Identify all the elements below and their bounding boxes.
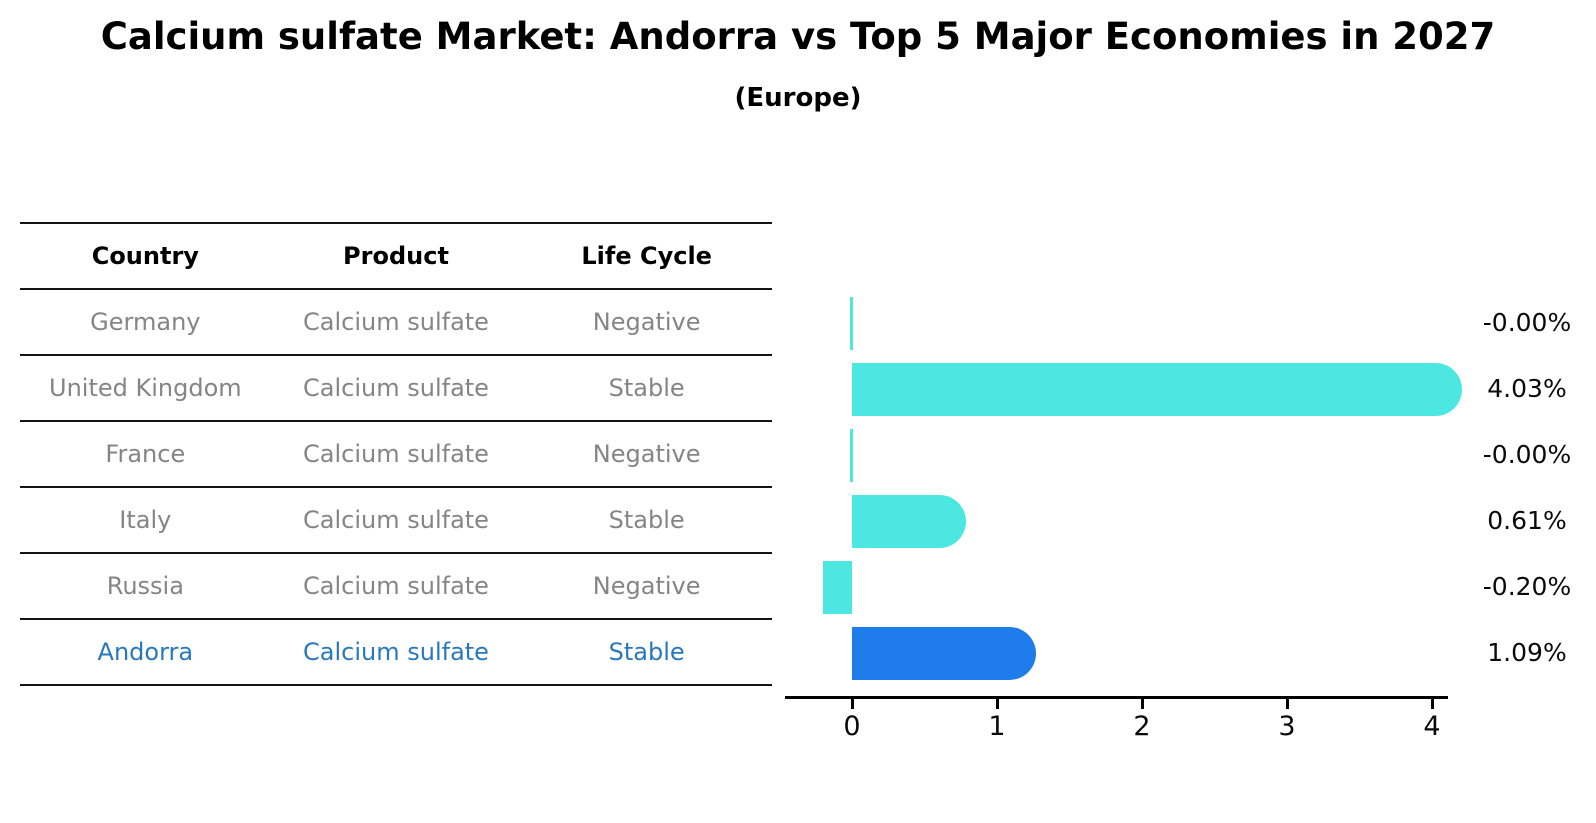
comparison-table: Country Product Life Cycle Germany Calciu… (20, 222, 772, 686)
lifecycle-cell: Negative (592, 308, 701, 336)
x-axis-tick (1431, 699, 1434, 709)
page-subtitle: (Europe) (734, 83, 862, 113)
country-cell: France (105, 440, 186, 468)
product-cell: Calcium sulfate (303, 638, 489, 666)
product-cell: Calcium sulfate (303, 374, 489, 402)
product-cell: Calcium sulfate (303, 506, 489, 534)
lifecycle-cell: Stable (608, 374, 685, 402)
x-axis-tick (1141, 699, 1144, 709)
country-cell: Italy (119, 506, 172, 534)
table-row: United Kingdom Calcium sulfate Stable (20, 356, 772, 422)
table-row: Germany Calcium sulfate Negative (20, 290, 772, 356)
bar-value-label: -0.20% (1482, 572, 1572, 601)
x-axis-tick-label: 2 (1133, 711, 1151, 742)
x-axis-tick (996, 699, 999, 709)
product-cell: Calcium sulfate (303, 572, 489, 600)
table-body: Germany Calcium sulfate Negative United Kin… (20, 290, 772, 686)
table-header-lifecycle: Life Cycle (581, 242, 712, 270)
bar-germany (850, 296, 853, 350)
table-header-row: Country Product Life Cycle (20, 222, 772, 290)
table-row: Andorra Calcium sulfate Stable (20, 620, 772, 686)
country-cell: Russia (106, 572, 184, 600)
x-axis-tick-label: 0 (843, 711, 861, 742)
lifecycle-cell: Negative (592, 440, 701, 468)
country-cell: United Kingdom (49, 374, 242, 402)
x-axis-tick-label: 4 (1423, 711, 1441, 742)
x-axis-line (785, 696, 1448, 699)
bar-value-label: 1.09% (1487, 638, 1567, 667)
bar-france (850, 428, 853, 482)
table-row: France Calcium sulfate Negative (20, 422, 772, 488)
x-axis-tick (851, 699, 854, 709)
bar-andorra (852, 626, 1036, 680)
bar-value-label: -0.00% (1482, 440, 1572, 469)
x-axis-tick-label: 3 (1278, 711, 1296, 742)
table-header-product: Product (343, 242, 449, 270)
product-cell: Calcium sulfate (303, 440, 489, 468)
lifecycle-cell: Stable (608, 638, 685, 666)
bar-united-kingdom (852, 362, 1462, 416)
bar-value-label: -0.00% (1482, 308, 1572, 337)
lifecycle-cell: Negative (592, 572, 701, 600)
country-cell: Andorra (97, 638, 194, 666)
bar-russia (823, 560, 852, 614)
table-header-country: Country (91, 242, 199, 270)
product-cell: Calcium sulfate (303, 308, 489, 336)
table-row: Italy Calcium sulfate Stable (20, 488, 772, 554)
country-cell: Germany (90, 308, 201, 336)
x-axis-tick (1286, 699, 1289, 709)
x-axis-tick-label: 1 (988, 711, 1006, 742)
bar-value-label: 4.03% (1487, 374, 1567, 403)
table-row: Russia Calcium sulfate Negative (20, 554, 772, 620)
bar-italy (852, 494, 966, 548)
bar-value-label: 0.61% (1487, 506, 1567, 535)
page-title: Calcium sulfate Market: Andorra vs Top 5… (100, 15, 1496, 58)
lifecycle-cell: Stable (608, 506, 685, 534)
